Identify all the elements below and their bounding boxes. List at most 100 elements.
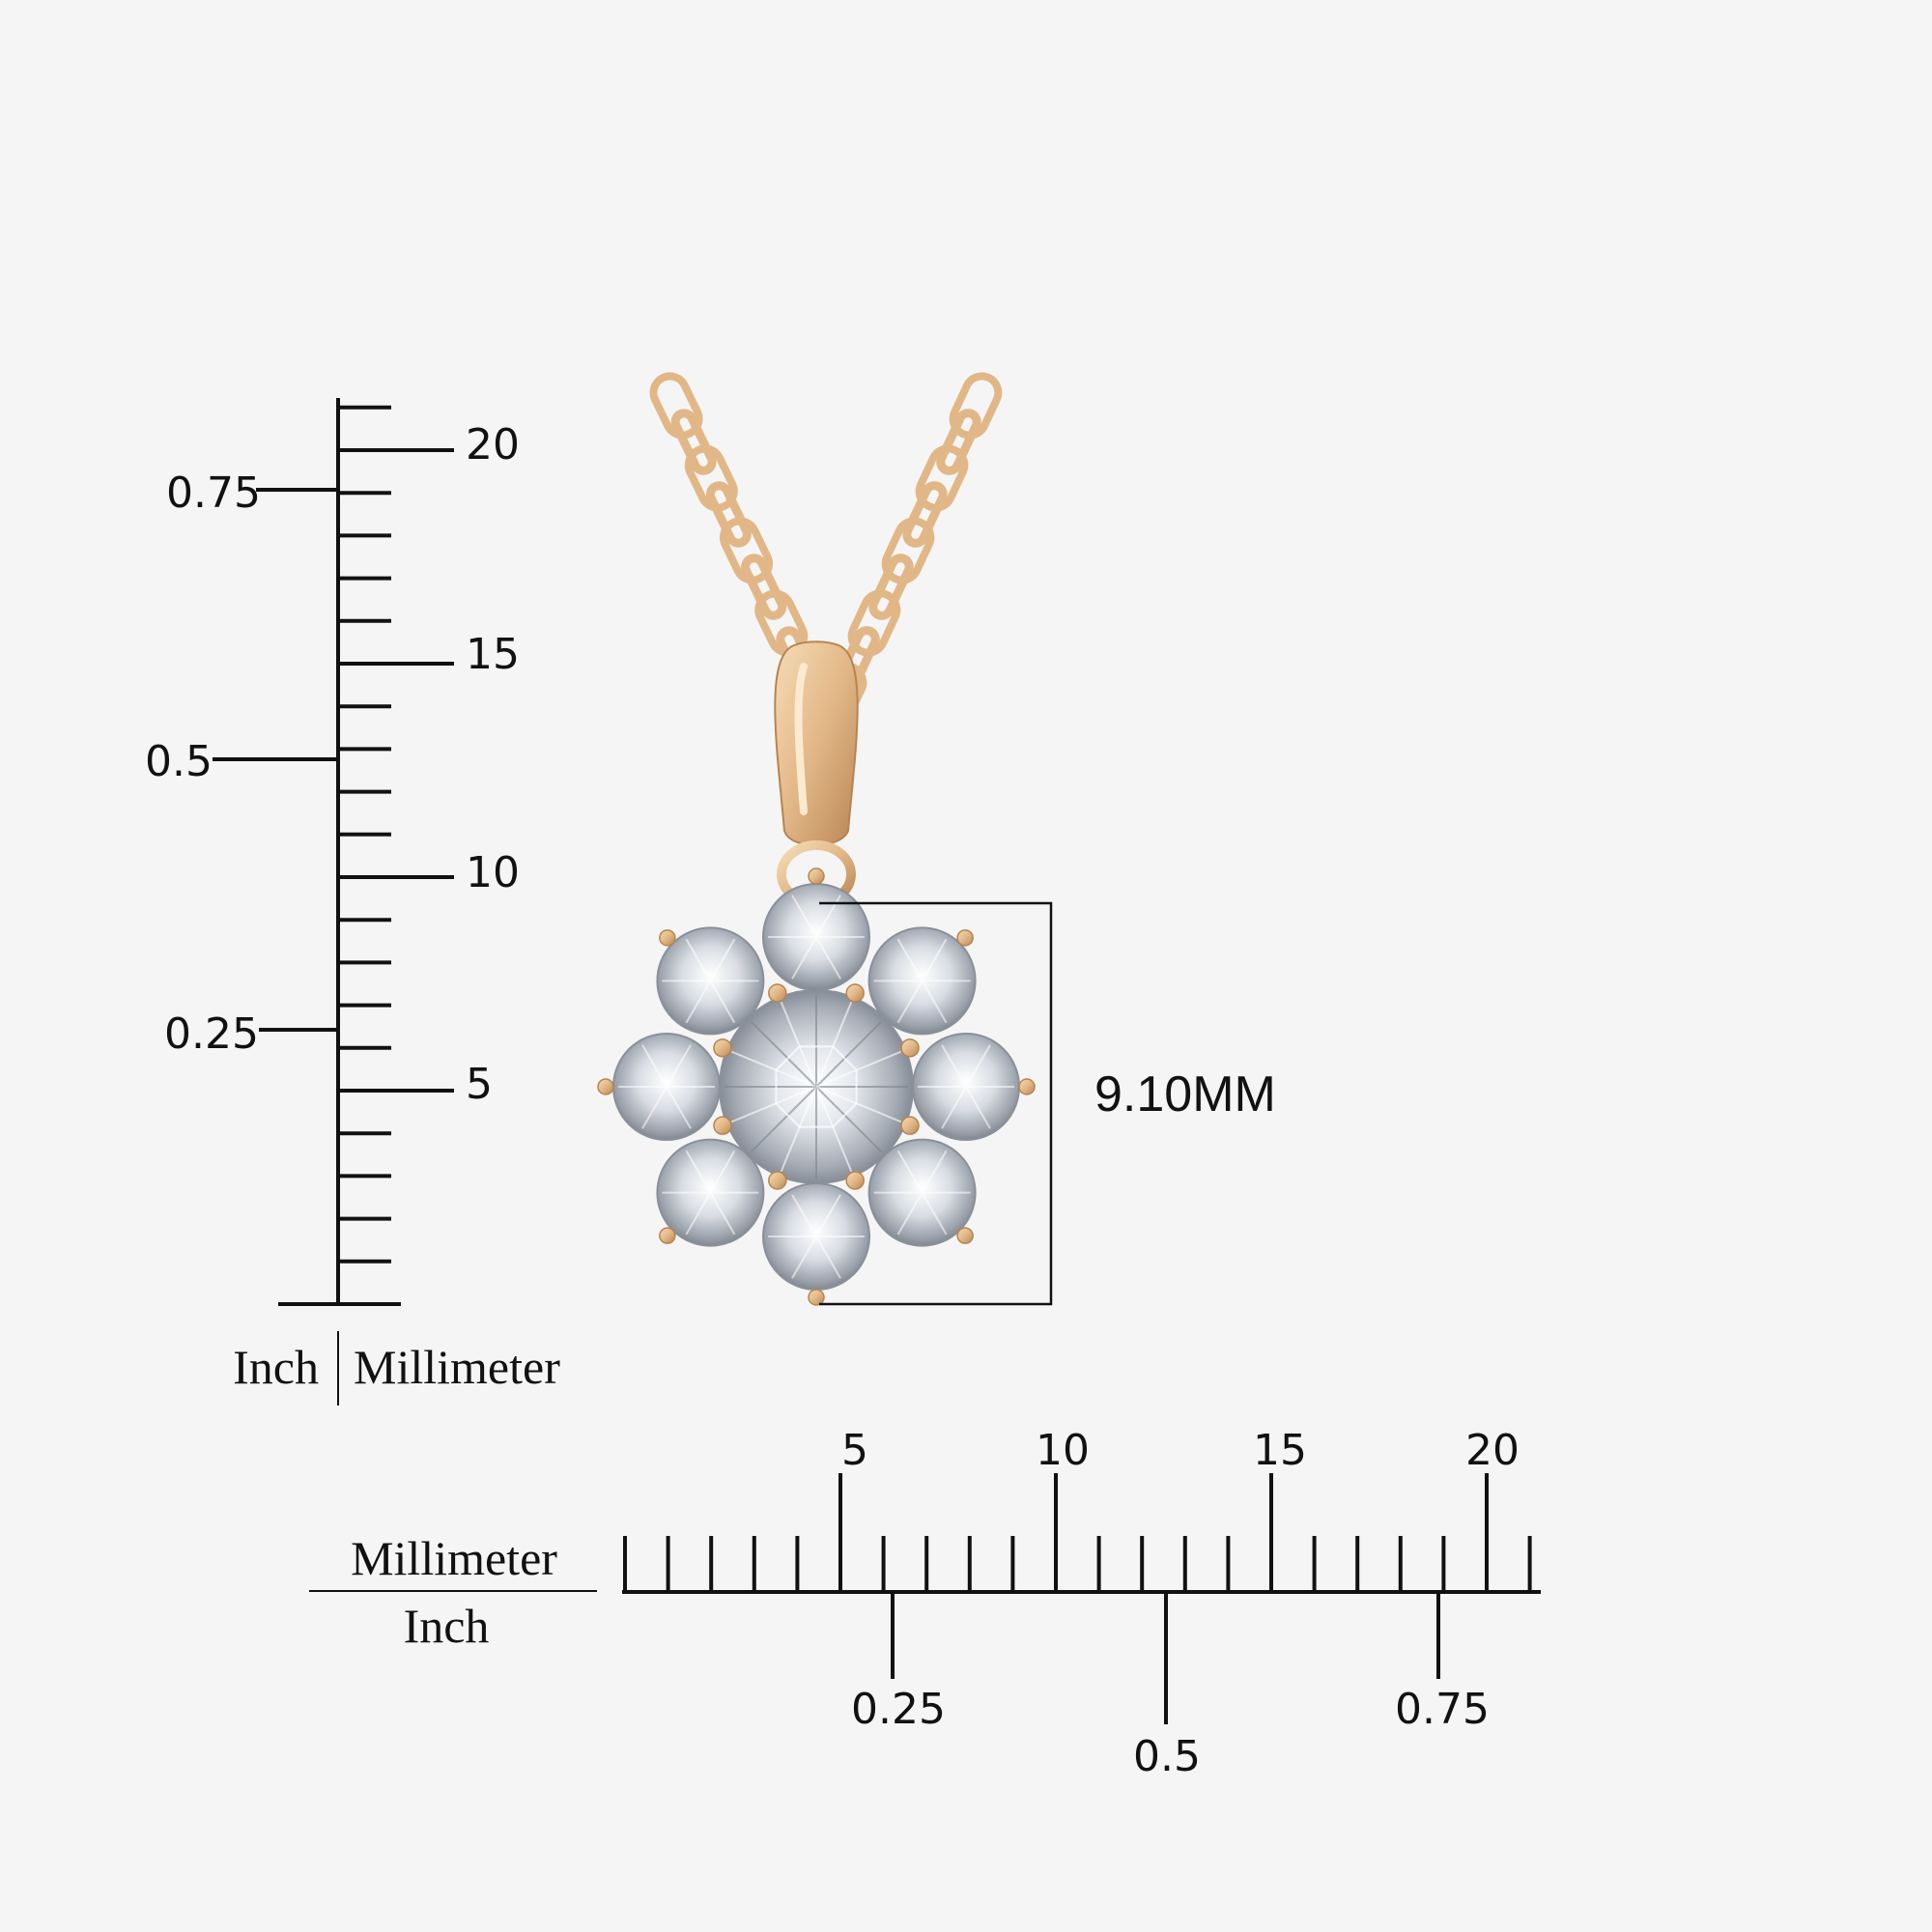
diamond-facet [709,980,736,1024]
diamond-facet [685,1150,712,1194]
h-inch-label-05: 0.5 [1133,1732,1201,1781]
dimension-label: 9.10MM [1094,1066,1276,1122]
outer-diamonds [612,883,1020,1291]
h-inch-label-025: 0.25 [851,1685,946,1734]
diamond-facet [641,1086,668,1129]
pendant-bail [774,640,859,908]
chain-link [868,554,914,620]
prong [659,1227,676,1244]
diamond-facet [921,980,948,1024]
prong [659,929,676,947]
center-facet [815,1050,902,1088]
prong [808,1289,825,1306]
v-inch-label-05: 0.5 [145,737,213,786]
v-inch-label-025: 0.25 [164,1009,259,1059]
diamond-facet [896,1150,923,1194]
h-unit-inch: Inch [404,1599,490,1653]
center-facet [815,1001,853,1088]
chain-link [902,481,948,548]
chain-link [705,481,752,548]
chain-link [670,409,717,475]
vertical-mm-ticks [338,405,454,1264]
necklace: 9.10MM [597,372,1276,1306]
diamond-facet [709,1192,736,1236]
diamond-facet [921,1192,948,1236]
center-facet [815,1086,882,1152]
diamond-facet [815,1194,841,1237]
prong [768,1171,787,1190]
h-mm-label-5: 5 [841,1426,868,1475]
prong [597,1078,614,1095]
diamond-facet [791,895,817,938]
center-facet [780,1086,817,1173]
diamond-facet [941,1086,967,1129]
prong [808,867,825,885]
diamond-facet [791,1194,817,1237]
center-facet [780,1001,817,1088]
diamond-facet [666,1086,692,1129]
diamond-facet [965,1044,991,1088]
chain-link [719,517,774,584]
h-mm-label-15: 15 [1253,1426,1307,1475]
prong [713,1038,732,1058]
vertical-inch-ticks [213,488,338,1032]
prong [956,1227,974,1244]
h-mm-label-20: 20 [1465,1426,1520,1475]
center-facet [730,1050,817,1088]
chain-link [915,444,969,512]
v-inch-label-075: 0.75 [166,469,261,518]
prong [900,1038,920,1058]
prong [845,983,865,1003]
horizontal-mm-ticks [623,1473,1532,1592]
diamond-facet [685,1192,712,1236]
diamond-facet [709,1150,736,1194]
diamond-facet [896,1192,923,1236]
v-unit-inch: Inch [233,1340,319,1394]
diamond-facet [685,980,712,1024]
diamond-facet [815,936,841,980]
center-facet [815,1086,902,1123]
diamond-facet [921,938,948,981]
vertical-scale: 20 15 10 5 0.75 0.5 0.25 Inch Millimeter [145,398,560,1406]
chain-link [949,372,1003,440]
v-mm-label-15: 15 [466,630,520,679]
diamond-facet [709,938,736,981]
center-diamond-facets [724,995,908,1179]
chain-link [684,444,738,512]
diamond-facet [685,938,712,981]
prong [900,1116,920,1135]
diamond-facet [896,980,923,1024]
prong [1018,1078,1036,1095]
chain-link [649,372,703,440]
prong [956,929,974,947]
v-unit-millimeter: Millimeter [354,1340,560,1394]
diamond-facet [921,1150,948,1194]
v-mm-label-10: 10 [466,848,520,897]
diamond-facet [815,1236,841,1279]
center-facet [751,1086,817,1152]
h-unit-millimeter: Millimeter [351,1531,557,1585]
diamond-facet [791,936,817,980]
center-facet [815,1021,882,1088]
center-facet [730,1086,817,1123]
chain-link [936,409,981,475]
horizontal-inch-ticks [891,1592,1440,1724]
v-mm-label-20: 20 [466,420,520,469]
chain-link [881,517,935,584]
prong [768,983,787,1003]
flower-cluster [597,867,1036,1306]
gold-prongs [597,867,1036,1306]
center-facet [751,1021,817,1088]
horizontal-scale: 5 10 15 20 0.25 0.5 0.75 Millimeter Inch [309,1426,1541,1781]
diamond-facet [791,1236,817,1279]
prong [845,1171,865,1190]
diamond-facet [896,938,923,981]
chain-link [741,554,787,620]
dimension-bracket: 9.10MM [819,901,1276,1306]
v-mm-label-5: 5 [466,1060,493,1109]
chain-link [847,589,901,657]
diamond-facet [666,1044,692,1088]
center-facet [815,1086,853,1173]
prong [713,1116,732,1135]
h-inch-label-075: 0.75 [1395,1685,1490,1734]
